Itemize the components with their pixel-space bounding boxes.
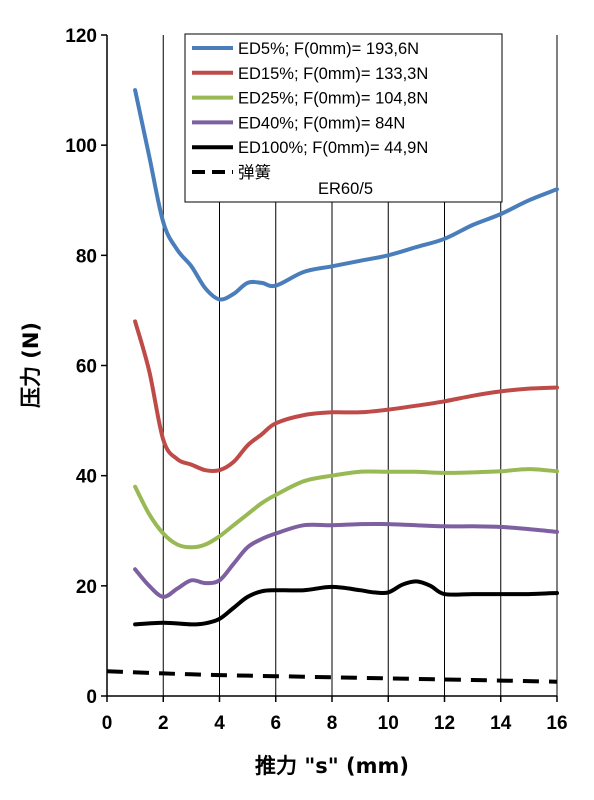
y-tick-label: 40: [76, 467, 97, 488]
x-tick-label: 2: [158, 713, 169, 734]
x-tick-label: 10: [378, 713, 399, 734]
y-tick-label: 20: [76, 577, 97, 598]
y-tick-label: 60: [76, 357, 97, 378]
legend-box: [184, 33, 503, 203]
series-line-5: [106, 669, 558, 684]
x-tick-label: 0: [102, 713, 113, 734]
series-line-2: [133, 467, 559, 550]
y-tick-label: 0: [86, 687, 97, 708]
y-tick-label: 100: [65, 136, 97, 157]
x-tick-label: 12: [434, 713, 455, 734]
x-tick-label: 16: [546, 713, 567, 734]
legend: ER60/5 ED5%; F(0mm)= 193,6N ED15%; F(0mm)…: [184, 33, 503, 203]
x-tick-label: 6: [270, 713, 281, 734]
y-tick-label: 80: [76, 246, 97, 267]
x-tick-label: 14: [490, 713, 512, 734]
x-tick-label: 8: [327, 713, 338, 734]
series-line-4: [133, 579, 559, 627]
legend-label-4: ED100%; F(0mm)= 44,9N: [238, 139, 428, 157]
y-tick-label: 120: [65, 26, 97, 47]
x-tick-labels: 0 2 4 6 8 10 12 14 16: [102, 696, 568, 734]
legend-note: ER60/5: [318, 180, 373, 198]
series-line-0: [133, 88, 559, 302]
y-tick-labels: 0 20 40 60 80 100 120: [65, 26, 107, 708]
series-line-3: [133, 522, 559, 599]
x-axis-title: 推力 "s" (mm): [255, 754, 409, 778]
series-line-1: [133, 319, 559, 474]
legend-label-3: ED40%; F(0mm)= 84N: [238, 114, 405, 132]
legend-label-5: 弹簧: [238, 163, 271, 182]
x-tick-label: 4: [214, 713, 225, 734]
legend-label-0: ED5%; F(0mm)= 193,6N: [238, 40, 419, 58]
legend-label-2: ED25%; F(0mm)= 104,8N: [238, 90, 428, 108]
series-lines: [106, 88, 559, 684]
y-axis-title: 压力 (N): [19, 322, 43, 408]
legend-label-1: ED15%; F(0mm)= 133,3N: [238, 65, 428, 83]
